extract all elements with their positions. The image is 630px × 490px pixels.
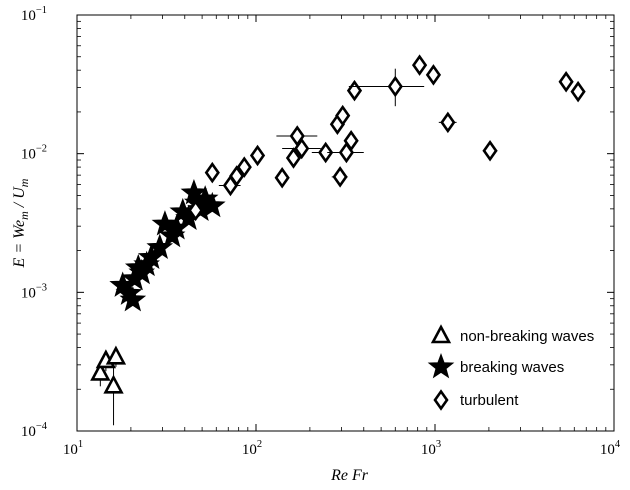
x-tick-label: 104 bbox=[600, 439, 621, 458]
x-tick-label: 102 bbox=[242, 439, 262, 458]
diamond-point bbox=[411, 54, 428, 76]
y-tick-label: 10−1 bbox=[21, 5, 47, 24]
y-axis-title: E = Wem / Um bbox=[11, 178, 31, 268]
axis-titles: Re Fr E = Wem / Um bbox=[11, 178, 369, 484]
diamond-point bbox=[229, 165, 245, 187]
diamond-point bbox=[558, 71, 574, 93]
diamond-point bbox=[285, 147, 302, 169]
diamond-point bbox=[249, 144, 266, 167]
y-tick-label: 10−3 bbox=[21, 282, 47, 301]
star-point bbox=[151, 210, 179, 236]
y-tick-label: 10−4 bbox=[21, 421, 48, 440]
plot-frame bbox=[76, 14, 615, 432]
triangle-point bbox=[105, 345, 127, 365]
x-axis: 101 102 103 104 bbox=[63, 15, 621, 458]
y-tick-label: 10−2 bbox=[21, 144, 47, 163]
legend-star-icon bbox=[427, 352, 455, 379]
diamond-point bbox=[318, 141, 334, 164]
legend-label: non-breaking waves bbox=[460, 328, 594, 345]
diamond-point bbox=[440, 111, 456, 134]
diamond-point bbox=[335, 104, 351, 127]
diamond-point bbox=[425, 64, 442, 86]
diamond-point bbox=[346, 79, 363, 102]
y-axis: 10−4 10−3 10−2 10−1 bbox=[21, 5, 614, 440]
x-axis-title: Re Fr bbox=[330, 467, 369, 484]
legend-diamond-icon bbox=[433, 389, 449, 411]
star-point bbox=[180, 179, 208, 205]
star-point bbox=[119, 286, 147, 312]
x-tick-label: 101 bbox=[63, 439, 83, 458]
triangle-point bbox=[90, 361, 111, 381]
diamond-point bbox=[294, 137, 310, 160]
diamond-point bbox=[570, 80, 586, 103]
diamond-point bbox=[387, 75, 403, 98]
legend: non-breaking waves breaking waves turbulen… bbox=[427, 324, 594, 411]
data-points bbox=[90, 54, 586, 426]
diamond-point bbox=[236, 156, 252, 178]
legend-triangle-icon bbox=[430, 324, 452, 344]
triangle-point bbox=[103, 374, 124, 394]
plot-border bbox=[76, 14, 615, 432]
diamond-point bbox=[482, 139, 498, 162]
star-point bbox=[137, 243, 165, 269]
diamond-point bbox=[204, 161, 220, 184]
diamond-point bbox=[188, 199, 204, 222]
diamond-point bbox=[274, 167, 290, 189]
star-point bbox=[198, 191, 226, 218]
legend-label: breaking waves bbox=[460, 359, 564, 376]
diamond-point bbox=[332, 166, 348, 188]
legend-label: turbulent bbox=[460, 392, 519, 409]
x-tick-label: 103 bbox=[421, 439, 441, 458]
diamond-point bbox=[343, 129, 359, 152]
